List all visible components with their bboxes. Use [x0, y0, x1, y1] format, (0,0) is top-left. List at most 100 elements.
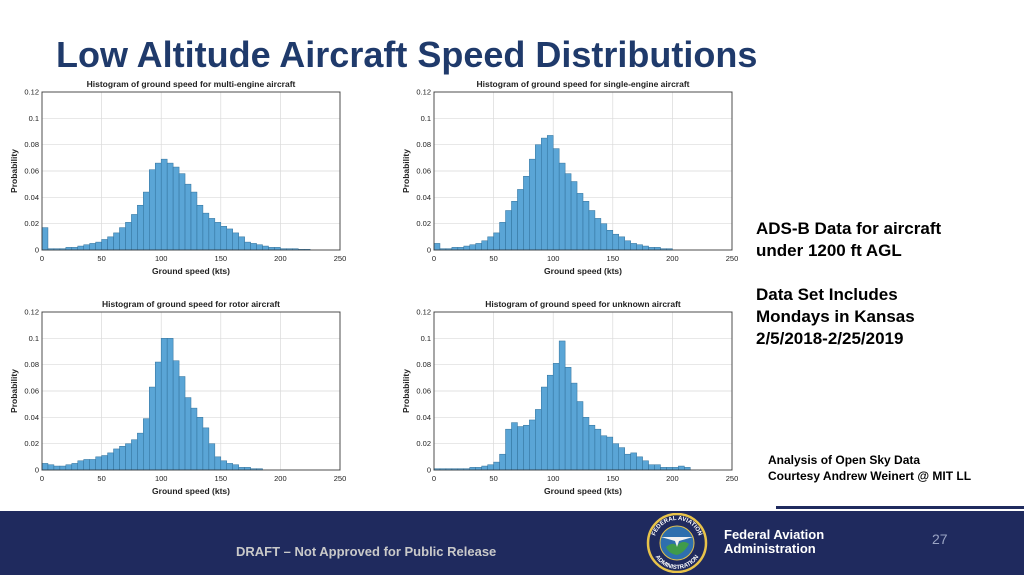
histogram-bar: [582, 417, 590, 471]
histogram-bar: [558, 340, 566, 471]
info-line: Mondays in Kansas: [756, 307, 915, 326]
x-tick-label: 50: [489, 254, 497, 263]
histogram-bar: [630, 452, 637, 471]
x-axis-label: Ground speed (kts): [152, 266, 230, 276]
page-number: 27: [932, 531, 948, 547]
x-tick-label: 100: [547, 474, 560, 483]
histogram-bar: [53, 465, 61, 471]
histogram-bar: [89, 459, 96, 471]
y-tick-label: 0.12: [416, 308, 431, 317]
y-tick-label: 0.02: [416, 439, 431, 448]
credit-line: Courtesy Andrew Weinert @ MIT LL: [768, 469, 972, 483]
histogram-bar: [570, 181, 578, 251]
histogram-bar: [101, 239, 108, 251]
histogram-bar: [612, 443, 620, 471]
y-tick-label: 0.06: [416, 167, 431, 176]
histogram-bar: [493, 232, 500, 251]
y-tick-label: 0.12: [24, 308, 39, 317]
info-line: ADS-B Data for aircraft: [756, 219, 942, 238]
data-description: ADS-B Data for aircraft under 1200 ft AG…: [756, 218, 941, 350]
histogram-bar: [172, 166, 180, 251]
histogram-bar: [101, 455, 108, 471]
histogram-bar: [487, 464, 494, 471]
x-tick-label: 100: [547, 254, 560, 263]
histogram-bar: [546, 374, 554, 471]
histogram-bar: [59, 465, 67, 471]
histogram-bar: [160, 158, 168, 251]
x-tick-label: 250: [334, 474, 347, 483]
histogram-bar: [600, 223, 608, 251]
histogram-bar: [47, 464, 55, 471]
histogram-bar: [487, 236, 494, 251]
axes-frame: [433, 91, 733, 251]
y-tick-label: 0.1: [29, 334, 39, 343]
histogram-bar: [226, 228, 233, 251]
histogram-bar: [529, 158, 536, 251]
histogram-bar: [178, 173, 186, 251]
histogram-bar: [564, 173, 572, 251]
histogram-bar: [618, 447, 625, 471]
x-tick-label: 200: [666, 474, 679, 483]
y-tick-label: 0.02: [416, 219, 431, 228]
histogram-bar: [511, 422, 518, 471]
histogram-bar: [250, 243, 257, 251]
histogram-bar: [190, 191, 198, 251]
faa-seal-icon: FEDERAL AVIATION ADMINISTRATION: [646, 513, 708, 573]
histogram-bar: [172, 360, 180, 471]
histogram-bar: [154, 162, 162, 251]
y-tick-label: 0.08: [24, 140, 39, 149]
histogram-bar: [77, 245, 84, 251]
x-tick-label: 100: [155, 254, 168, 263]
credit-line: Analysis of Open Sky Data: [768, 453, 921, 467]
histogram-bar: [41, 463, 49, 471]
histogram-bar: [469, 244, 476, 251]
x-tick-label: 0: [432, 254, 436, 263]
y-tick-label: 0.08: [416, 360, 431, 369]
histogram-bar: [588, 424, 596, 471]
histogram-bar: [154, 361, 162, 471]
histogram-bar: [166, 162, 174, 251]
agency-name-line: Federal Aviation: [724, 527, 825, 542]
histogram-bar: [612, 233, 620, 251]
histogram-bar: [143, 191, 150, 251]
histogram-bar: [523, 176, 530, 251]
histogram-bar: [570, 382, 578, 471]
histogram-bar: [517, 189, 524, 251]
x-tick-label: 50: [97, 474, 105, 483]
histogram-bar: [624, 240, 631, 251]
x-tick-label: 200: [274, 254, 287, 263]
y-axis-label: Probability: [9, 369, 19, 413]
histogram-bar: [89, 243, 96, 251]
histogram-bar: [636, 456, 643, 471]
histogram-bar: [529, 419, 536, 471]
y-axis-label: Probability: [401, 149, 411, 193]
source-credit: Analysis of Open Sky Data Courtesy Andre…: [768, 452, 971, 484]
y-tick-label: 0.06: [24, 167, 39, 176]
y-axis-label: Probability: [9, 149, 19, 193]
y-tick-label: 0.06: [416, 387, 431, 396]
x-tick-label: 200: [274, 474, 287, 483]
x-axis-label: Ground speed (kts): [544, 486, 622, 496]
x-tick-label: 150: [215, 474, 228, 483]
histogram-bar: [184, 183, 192, 251]
histogram-bar: [642, 245, 649, 251]
histogram-bar: [648, 464, 655, 471]
histogram-bar: [95, 456, 102, 471]
y-tick-label: 0: [427, 246, 431, 255]
histogram-bar: [65, 464, 73, 471]
y-tick-label: 0: [35, 246, 39, 255]
histogram-bar: [552, 363, 560, 471]
y-tick-label: 0.04: [416, 193, 431, 202]
histogram-bar: [558, 162, 566, 251]
histogram-bar: [576, 401, 584, 471]
histogram-bar: [202, 427, 210, 471]
axes-frame: [41, 311, 341, 471]
histogram-bar: [190, 407, 198, 471]
histogram-multi-engine: 0 50 100 150 200 250 0 0.02 0.04 0.06 0.08 0.1 0.12 H…: [9, 79, 346, 276]
histogram-bar: [630, 243, 637, 251]
histogram-bar: [238, 236, 245, 251]
histogram-bar: [564, 367, 572, 471]
histogram-bar: [113, 232, 120, 251]
histogram-bar: [232, 232, 239, 251]
histogram-bar: [107, 236, 114, 251]
